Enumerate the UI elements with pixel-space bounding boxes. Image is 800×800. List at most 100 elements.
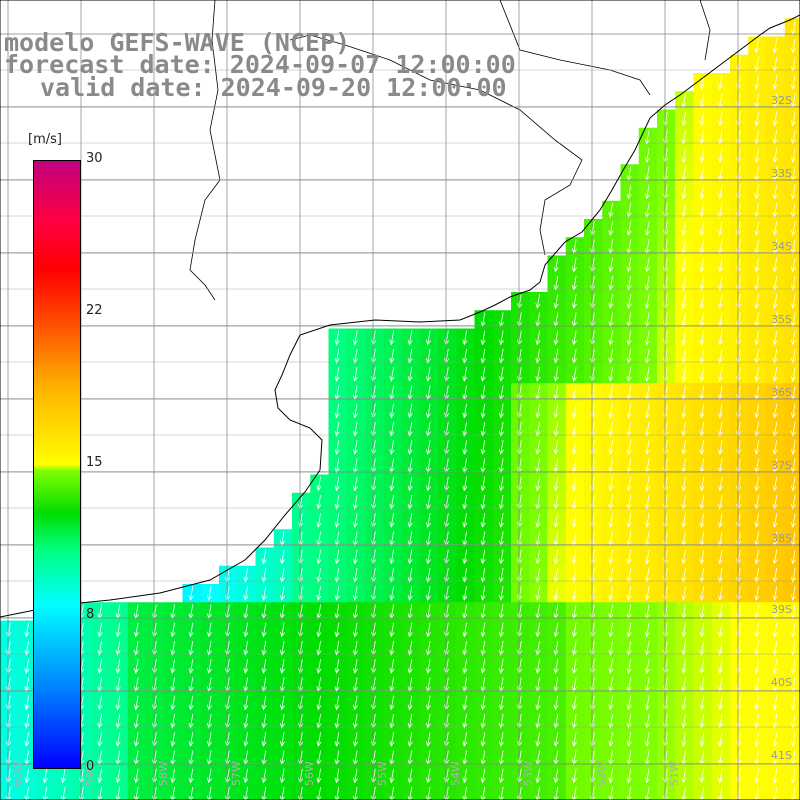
wind-arrow: [717, 567, 723, 583]
wind-arrow: [425, 476, 431, 492]
title-model: modelo GEFS-WAVE (NCEP): [4, 28, 351, 57]
wind-arrow: [571, 294, 577, 309]
wind-arrow: [772, 732, 778, 747]
wind-arrow: [553, 421, 559, 437]
wind-arrow: [352, 732, 358, 747]
wind-arrow: [772, 659, 778, 674]
wind-arrow: [553, 768, 559, 784]
wind-arrow: [261, 713, 267, 729]
wind-arrow: [754, 348, 760, 364]
wind-arrow: [407, 440, 413, 455]
wind-cell: [784, 492, 800, 512]
wind-arrow: [553, 513, 559, 528]
wind-arrow: [699, 476, 705, 492]
wind-arrow: [535, 732, 541, 747]
wind-arrow: [279, 659, 285, 674]
wind-arrow: [772, 549, 778, 565]
wind-arrow: [352, 768, 358, 784]
wind-arrow: [681, 184, 687, 200]
wind-arrow: [425, 348, 431, 364]
wind-arrow: [790, 476, 796, 492]
wind-arrow: [699, 221, 705, 236]
wind-arrow: [60, 768, 66, 784]
wind-arrow: [608, 494, 614, 510]
wind-arrow: [480, 695, 486, 711]
lat-label: 40S: [771, 676, 792, 689]
wind-arrow: [498, 330, 504, 346]
wind-arrow: [389, 622, 395, 638]
wind-arrow: [24, 695, 30, 711]
wind-arrow: [462, 695, 468, 711]
wind-arrow: [754, 713, 760, 729]
wind-arrow: [790, 330, 796, 346]
wind-arrow: [626, 202, 632, 218]
wind-arrow: [754, 549, 760, 565]
wind-arrow: [480, 440, 486, 455]
wind-arrow: [170, 622, 176, 638]
wind-arrow: [261, 695, 267, 711]
wind-arrow: [681, 348, 687, 364]
wind-arrow: [644, 221, 650, 236]
wind-arrow: [681, 421, 687, 437]
wind-arrow: [407, 421, 413, 437]
wind-arrow: [279, 622, 285, 638]
wind-cell: [784, 383, 800, 402]
wind-arrow: [425, 786, 431, 800]
wind-arrow: [790, 75, 796, 90]
wind-arrow: [535, 440, 541, 455]
wind-arrow: [790, 129, 796, 145]
wind-arrow: [498, 348, 504, 364]
wind-arrow: [498, 586, 504, 601]
wind-arrow: [717, 494, 723, 510]
wind-arrow: [717, 695, 723, 711]
wind-arrow: [571, 257, 577, 273]
wind-arrow: [535, 330, 541, 346]
wind-arrow: [571, 348, 577, 364]
wind-arrow: [352, 367, 358, 382]
wind-arrow: [717, 713, 723, 729]
wind-arrow: [754, 513, 760, 528]
wind-arrow: [754, 111, 760, 127]
colorbar-tick: 30: [86, 151, 103, 166]
wind-arrow: [699, 421, 705, 437]
wind-arrow: [279, 713, 285, 729]
wind-arrow: [699, 640, 705, 656]
wind-arrow: [717, 148, 723, 163]
wind-arrow: [407, 513, 413, 528]
wind-arrow: [553, 294, 559, 309]
wind-arrow: [97, 640, 103, 656]
wind-arrow: [790, 732, 796, 747]
wind-cell: [784, 784, 800, 800]
wind-arrow: [754, 640, 760, 656]
wind-arrows: [6, 20, 796, 800]
wind-arrow: [717, 294, 723, 309]
wind-arrow: [462, 513, 468, 528]
wind-arrow: [553, 659, 559, 674]
wind-arrow: [462, 732, 468, 747]
wind-arrow: [608, 440, 614, 455]
wind-arrow: [261, 622, 267, 638]
wind-arrow: [754, 129, 760, 145]
wind-cell: [784, 675, 800, 694]
wind-arrow: [425, 494, 431, 510]
wind-arrow: [644, 184, 650, 200]
wind-arrow: [425, 768, 431, 784]
wind-arrow: [754, 659, 760, 674]
wind-arrow: [754, 275, 760, 291]
wind-arrow: [389, 330, 395, 346]
wind-arrow: [772, 148, 778, 163]
wind-arrow: [407, 713, 413, 729]
wind-arrow: [681, 622, 687, 638]
wind-arrow: [389, 513, 395, 528]
wind-cell: [784, 401, 800, 421]
wind-arrow: [553, 567, 559, 583]
wind-arrow: [480, 403, 486, 419]
wind-arrow: [717, 476, 723, 492]
wind-arrow: [772, 786, 778, 800]
wind-arrow: [571, 440, 577, 455]
wind-arrow: [790, 713, 796, 729]
wind-arrow: [389, 567, 395, 583]
wind-arrow: [188, 786, 194, 800]
wind-arrow: [206, 786, 212, 800]
